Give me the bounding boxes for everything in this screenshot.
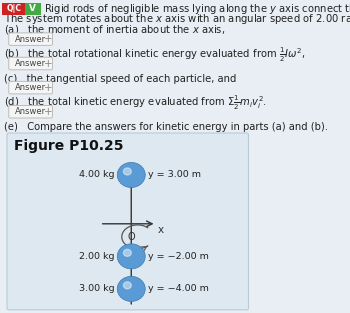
Circle shape (124, 249, 131, 256)
Text: O: O (127, 232, 135, 242)
FancyBboxPatch shape (9, 105, 52, 118)
Text: Answer: Answer (15, 59, 46, 68)
Text: +: + (44, 107, 53, 117)
Text: (a)   the moment of inertia about the $x$ axis,: (a) the moment of inertia about the $x$ … (4, 23, 225, 36)
Text: (c)   the tangential speed of each particle, and: (c) the tangential speed of each particl… (4, 74, 236, 84)
Text: V: V (29, 4, 36, 13)
Text: Rigid rods of negligible mass lying along the $y$ axis connect three particles (: Rigid rods of negligible mass lying alon… (44, 2, 350, 16)
Text: (d)   the total kinetic energy evaluated from $\Sigma\frac{1}{2}m_i v_i^2$.: (d) the total kinetic energy evaluated f… (4, 94, 266, 112)
Circle shape (124, 282, 131, 289)
Circle shape (117, 276, 145, 301)
Circle shape (124, 168, 131, 175)
Text: +: + (44, 34, 53, 44)
FancyBboxPatch shape (9, 57, 52, 70)
Text: Figure P10.25: Figure P10.25 (14, 139, 124, 153)
Text: x: x (158, 225, 164, 235)
Text: y = 3.00 m: y = 3.00 m (148, 171, 201, 179)
Circle shape (117, 244, 145, 269)
Text: Answer: Answer (15, 107, 46, 116)
Text: Answer: Answer (15, 35, 46, 44)
FancyBboxPatch shape (9, 33, 52, 45)
Text: 3.00 kg: 3.00 kg (79, 285, 114, 293)
Text: +: + (44, 83, 53, 93)
Text: y = −4.00 m: y = −4.00 m (148, 285, 209, 293)
Text: y: y (132, 164, 139, 174)
Text: +: + (44, 59, 53, 69)
FancyBboxPatch shape (2, 3, 25, 15)
Text: Answer: Answer (15, 83, 46, 92)
FancyBboxPatch shape (7, 133, 248, 310)
Text: (b)   the total rotational kinetic energy evaluated from $\frac{1}{2}I\omega^2$,: (b) the total rotational kinetic energy … (4, 46, 305, 64)
Text: (e)   Compare the answers for kinetic energy in parts (a) and (b).: (e) Compare the answers for kinetic ener… (4, 122, 328, 132)
FancyBboxPatch shape (9, 81, 52, 94)
Text: 4.00 kg: 4.00 kg (79, 171, 114, 179)
Circle shape (117, 162, 145, 187)
Text: y = −2.00 m: y = −2.00 m (148, 252, 209, 261)
Text: Q|C: Q|C (6, 4, 21, 13)
Text: 2.00 kg: 2.00 kg (79, 252, 114, 261)
FancyBboxPatch shape (25, 3, 41, 15)
Text: The system rotates about the $x$ axis with an angular speed of 2.00 rad/s. Find: The system rotates about the $x$ axis wi… (4, 13, 350, 26)
